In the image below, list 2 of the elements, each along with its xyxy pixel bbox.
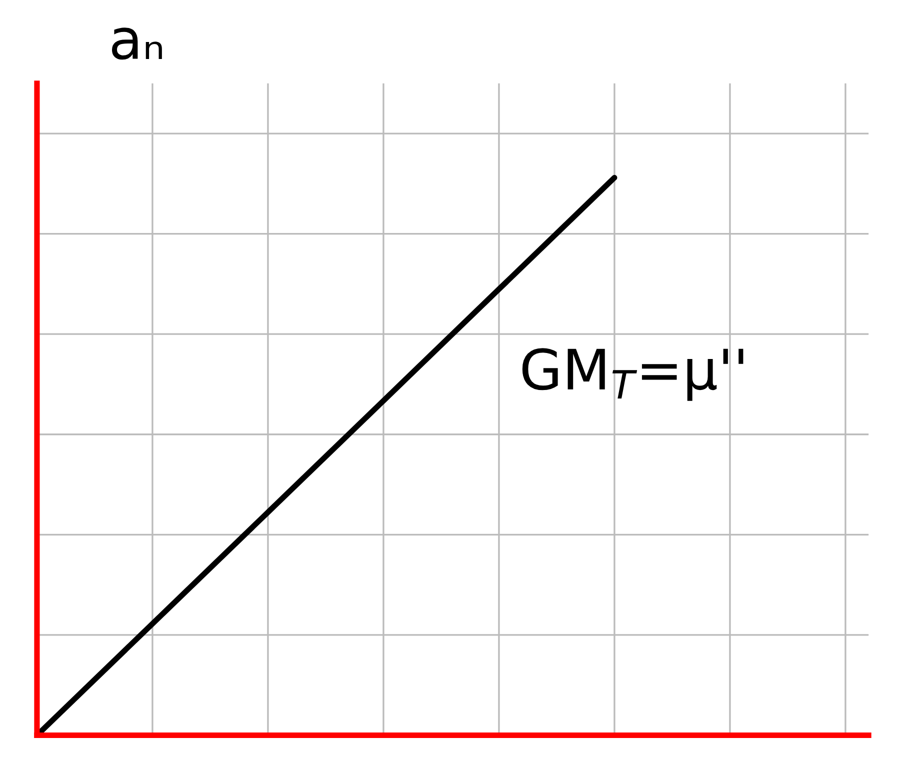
y-axis-title: aₙ [112,28,162,60]
annotation: GM$_{T}$=μ'' [522,348,744,401]
